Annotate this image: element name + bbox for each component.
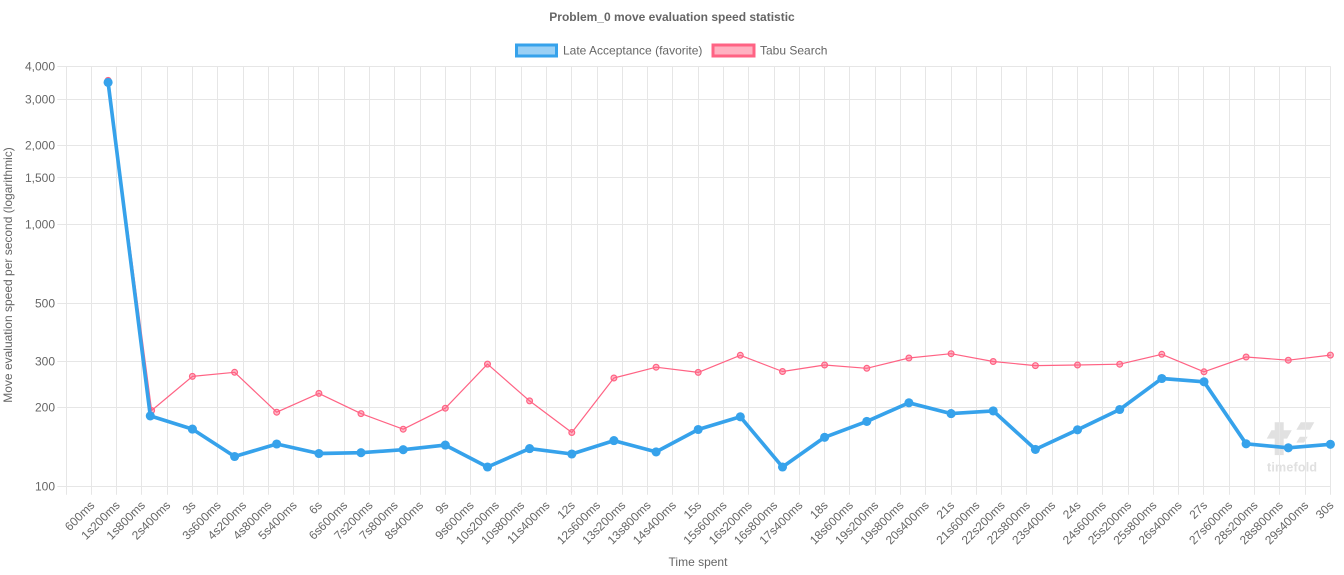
svg-text:Move evaluation speed per seco: Move evaluation speed per second (logari…: [1, 147, 15, 402]
svg-text:100: 100: [35, 480, 55, 494]
svg-text:Late Acceptance (favorite): Late Acceptance (favorite): [563, 44, 702, 58]
svg-text:3,000: 3,000: [25, 92, 55, 106]
svg-text:30s: 30s: [1313, 498, 1337, 522]
svg-text:3s: 3s: [180, 498, 199, 517]
svg-text:Problem_0 move evaluation spee: Problem_0 move evaluation speed statisti…: [549, 10, 795, 24]
svg-text:Tabu Search: Tabu Search: [760, 44, 827, 58]
svg-text:4,000: 4,000: [25, 60, 55, 74]
svg-text:300: 300: [35, 354, 55, 368]
svg-text:Time spent: Time spent: [669, 555, 729, 569]
svg-text:1,500: 1,500: [25, 171, 55, 185]
svg-text:6s: 6s: [306, 498, 325, 517]
svg-text:9s: 9s: [433, 498, 452, 517]
svg-text:500: 500: [35, 296, 55, 310]
svg-text:2,000: 2,000: [25, 138, 55, 152]
svg-text:timefold: timefold: [1267, 460, 1317, 474]
svg-text:200: 200: [35, 401, 55, 415]
svg-text:1,000: 1,000: [25, 217, 55, 231]
